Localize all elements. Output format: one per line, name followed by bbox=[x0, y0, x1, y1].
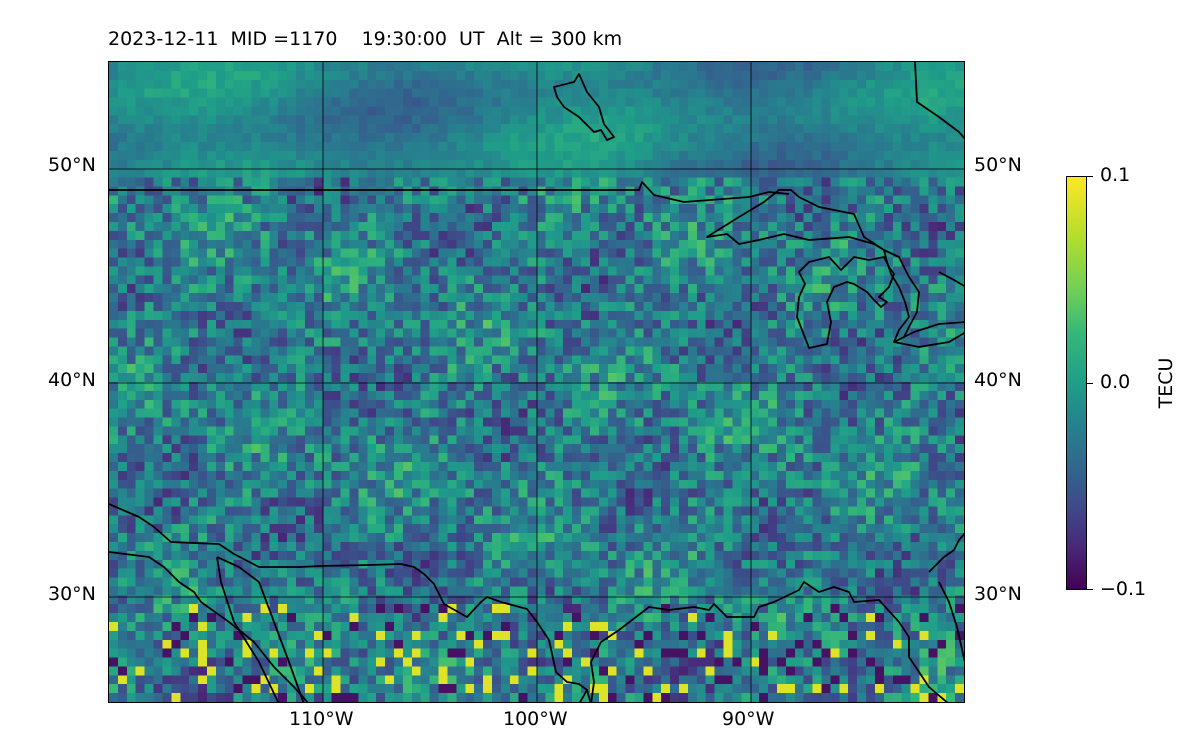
map-overlay bbox=[109, 62, 964, 702]
coastlines bbox=[109, 62, 964, 702]
lon-label-100: 100°W bbox=[503, 708, 568, 730]
hudson-bay-coast bbox=[914, 62, 964, 140]
colorbar-tick-min bbox=[1087, 589, 1093, 590]
lake-winnipeg bbox=[553, 73, 615, 141]
lake-erie bbox=[893, 321, 964, 348]
colorbar-title: TECU bbox=[1155, 357, 1177, 409]
tec-map[interactable] bbox=[108, 61, 965, 703]
gulf-coast bbox=[590, 581, 949, 702]
lake-huron bbox=[883, 249, 920, 343]
us-canada-border bbox=[109, 181, 790, 203]
mexico-pacific-coast bbox=[109, 551, 309, 702]
lat-label-30-left: 30°N bbox=[48, 583, 96, 605]
lake-superior bbox=[706, 189, 885, 251]
lat-label-30-right: 30°N bbox=[974, 583, 1022, 605]
florida-coast bbox=[928, 532, 964, 663]
colorbar-mid-label: 0.0 bbox=[1100, 371, 1131, 393]
map-title: 2023-12-11 MID =1170 19:30:00 UT Alt = 3… bbox=[108, 28, 623, 50]
lat-label-50-left: 50°N bbox=[48, 154, 96, 176]
gulf-west-coast bbox=[579, 661, 595, 702]
us-mexico-border bbox=[109, 503, 592, 702]
gridlines bbox=[109, 62, 964, 702]
lat-label-40-right: 40°N bbox=[974, 369, 1022, 391]
lake-michigan bbox=[796, 256, 895, 349]
lon-label-90: 90°W bbox=[722, 708, 775, 730]
colorbar-tick-max bbox=[1087, 176, 1093, 177]
colorbar-max-label: 0.1 bbox=[1100, 164, 1131, 186]
lon-label-110: 110°W bbox=[289, 708, 354, 730]
colorbar bbox=[1066, 176, 1087, 590]
colorbar-min-label: −0.1 bbox=[1100, 578, 1147, 600]
colorbar-tick-mid bbox=[1087, 383, 1093, 384]
lake-ontario bbox=[938, 271, 964, 287]
lat-label-50-right: 50°N bbox=[974, 154, 1022, 176]
lat-label-40-left: 40°N bbox=[48, 369, 96, 391]
baja-peninsula bbox=[216, 556, 305, 702]
